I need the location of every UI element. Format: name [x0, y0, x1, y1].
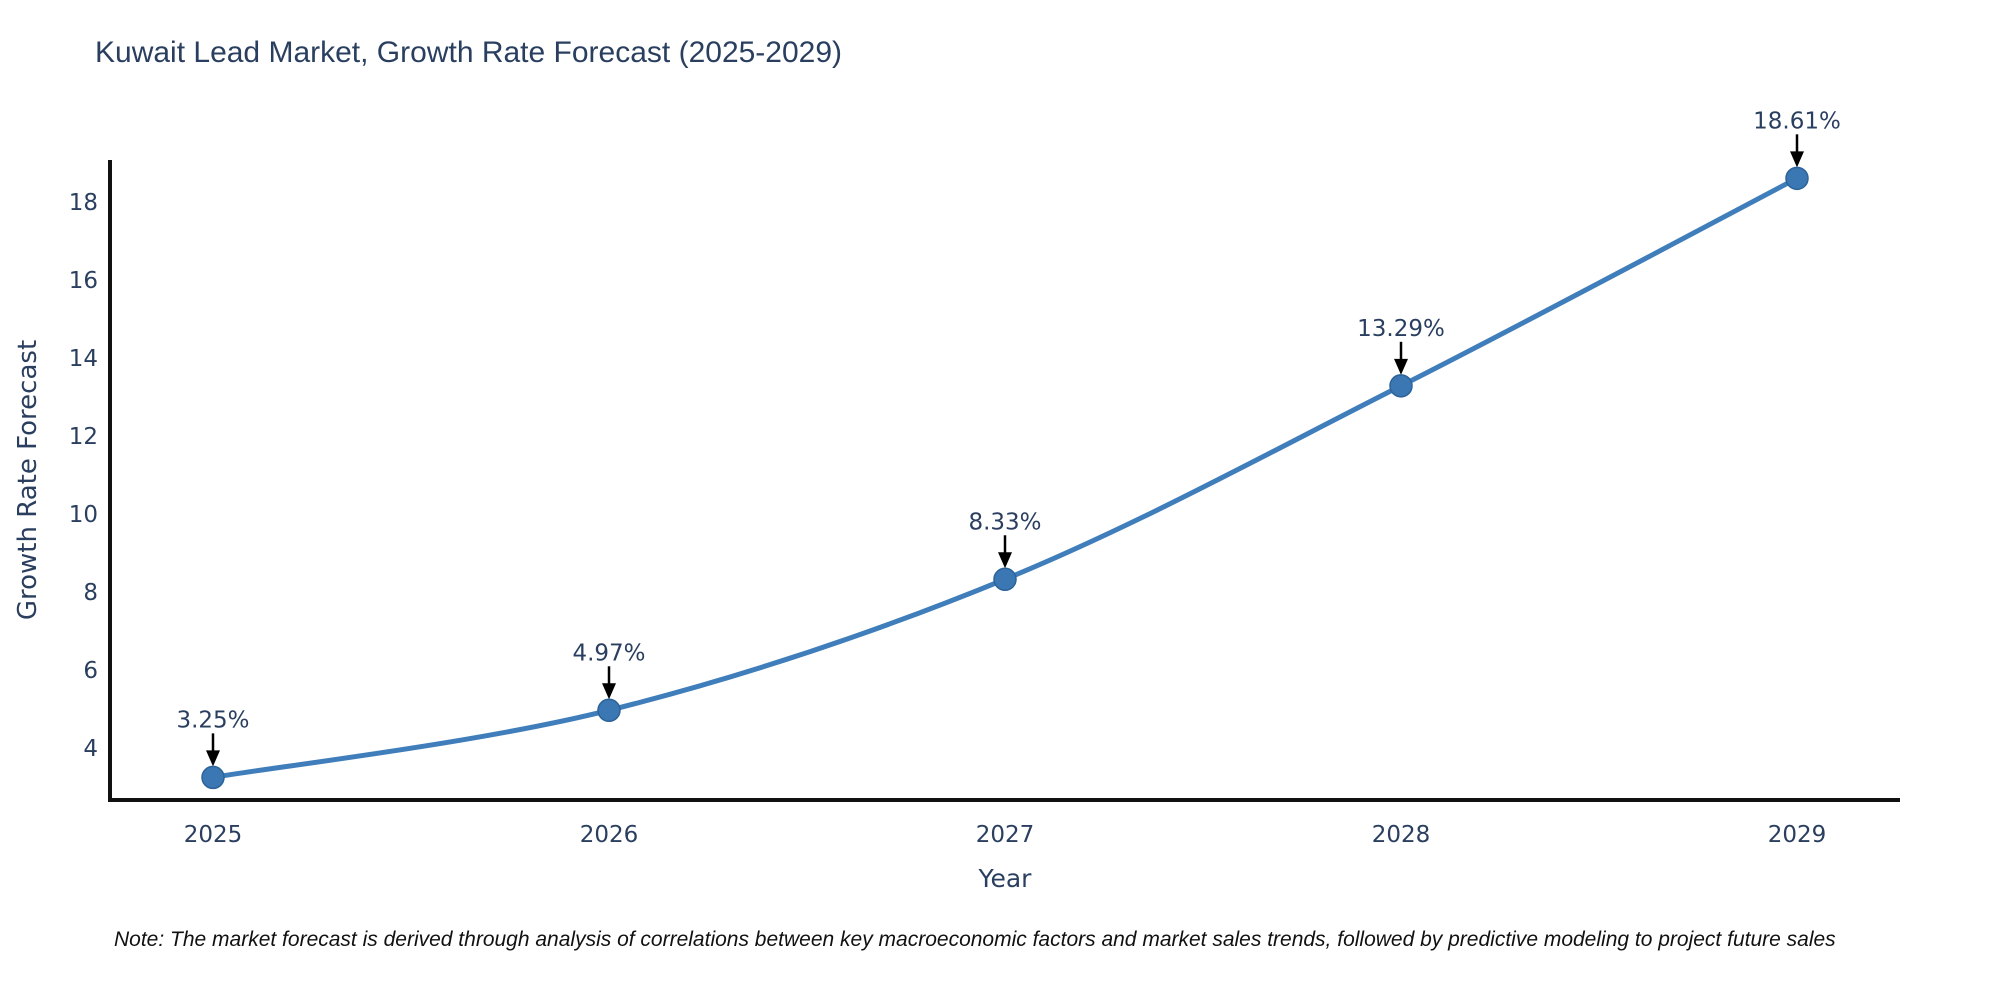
data-point-marker[interactable] [1785, 166, 1809, 191]
data-label: 8.33% [968, 509, 1041, 535]
data-point-marker[interactable] [597, 698, 621, 723]
annotation-arrowhead [1790, 151, 1804, 168]
x-tick-label: 2026 [580, 822, 639, 848]
data-label: 18.61% [1753, 108, 1841, 134]
axis-lines [108, 160, 1900, 802]
y-tick-label: 16 [69, 268, 98, 294]
series-line [210, 175, 1800, 780]
y-tick-label: 18 [69, 190, 98, 216]
x-axis-title: Year [978, 864, 1032, 893]
y-tick-label: 12 [69, 424, 98, 450]
chart-title: Kuwait Lead Market, Growth Rate Forecast… [95, 36, 843, 69]
data-point-marker[interactable] [201, 765, 225, 790]
footnote: Note: The market forecast is derived thr… [114, 928, 1836, 951]
data-point-marker[interactable] [993, 567, 1017, 592]
x-tick-label: 2027 [976, 822, 1035, 848]
annotation-arrowhead [602, 683, 616, 700]
data-label: 3.25% [176, 707, 249, 733]
y-tick-label: 8 [83, 580, 98, 606]
data-point-marker[interactable] [1389, 374, 1413, 398]
annotation-arrowhead [1394, 358, 1408, 375]
y-tick-label: 4 [83, 736, 98, 762]
x-tick-label: 2028 [1372, 822, 1431, 848]
data-label: 13.29% [1357, 316, 1445, 342]
annotation-arrowhead [998, 552, 1012, 569]
data-label: 4.97% [572, 640, 645, 666]
y-tick-label: 14 [69, 346, 98, 372]
annotation-arrowhead [206, 750, 220, 767]
x-tick-label: 2025 [184, 822, 243, 848]
y-tick-label: 6 [83, 658, 98, 684]
y-tick-label: 10 [69, 502, 98, 528]
y-axis-title: Growth Rate Forecast [13, 339, 43, 621]
x-tick-label: 2029 [1768, 822, 1827, 848]
